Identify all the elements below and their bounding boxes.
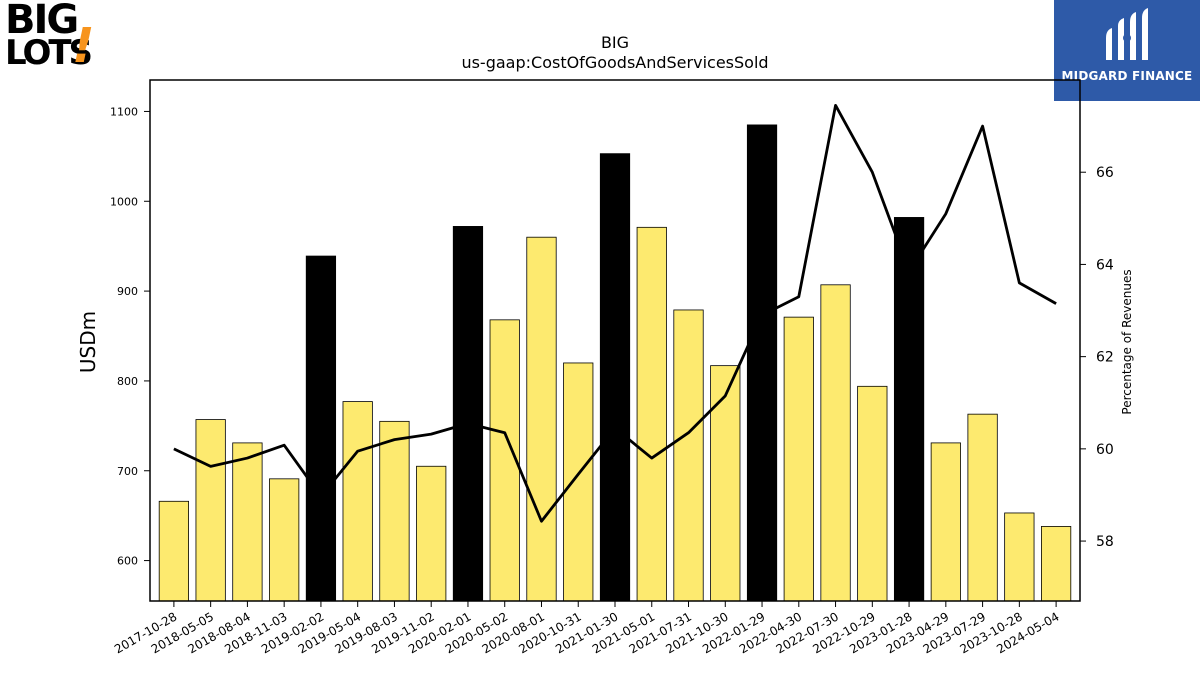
bars-layer [158, 124, 1072, 602]
bar-2020-05-02 [489, 319, 520, 602]
bar-2020-10-31 [563, 362, 594, 602]
bar-2019-05-04 [342, 401, 373, 602]
company-logo-line1: BIG [5, 0, 79, 43]
y-tick-label-1000: 1000 [110, 195, 138, 208]
y2-tick-label-62: 62 [1096, 350, 1114, 366]
bar-2023-01-28 [893, 217, 925, 602]
y2-tick-label-60: 60 [1096, 442, 1114, 458]
bar-2021-01-30 [599, 153, 631, 602]
bar-2021-05-01 [636, 226, 667, 602]
bar-2023-07-29 [967, 413, 998, 602]
company-logo: BIG LOTS ! [0, 0, 110, 80]
bar-2020-02-01 [452, 226, 484, 602]
y2-tick-label-58: 58 [1096, 534, 1114, 550]
y-tick-label-900: 900 [117, 285, 138, 298]
y-tick-label-800: 800 [117, 375, 138, 388]
bar-2021-10-30 [710, 365, 741, 602]
midgard-m-icon [1106, 8, 1148, 60]
y-tick-label-600: 600 [117, 555, 138, 568]
y2-tick-label-64: 64 [1096, 257, 1114, 273]
partner-name: MIDGARD FINANCE [1061, 69, 1193, 83]
bar-2022-10-29 [857, 385, 888, 602]
bar-2018-08-04 [232, 442, 263, 602]
chart-title: BIG [601, 33, 629, 52]
bar-2020-08-01 [526, 236, 557, 602]
bar-2023-04-29 [930, 442, 961, 602]
bar-2019-11-02 [416, 465, 447, 602]
y2-axis-label: Percentage of Revenues [1120, 269, 1134, 414]
bar-2022-04-30 [783, 316, 814, 602]
chart-subtitle: us-gaap:CostOfGoodsAndServicesSold [461, 53, 768, 72]
bar-2024-05-04 [1041, 526, 1072, 602]
bar-2018-11-03 [269, 478, 300, 602]
y-axis-label: USDm [76, 311, 100, 373]
y-tick-label-1100: 1100 [110, 105, 138, 118]
bar-2019-08-03 [379, 420, 410, 602]
bar-2021-07-31 [673, 309, 704, 602]
y-tick-label-700: 700 [117, 465, 138, 478]
partner-logo: MIDGARD FINANCE [1054, 0, 1200, 101]
bar-2017-10-28 [158, 500, 190, 602]
y2-tick-label-66: 66 [1096, 165, 1114, 181]
bar-2018-05-05 [195, 419, 226, 602]
line-layer [173, 103, 1057, 523]
bar-2022-07-30 [820, 284, 851, 602]
bar-2022-01-29 [746, 124, 778, 602]
company-logo-line2: LOTS [5, 33, 93, 73]
bar-2019-02-02 [305, 255, 337, 602]
bar-2023-10-28 [1004, 512, 1035, 602]
